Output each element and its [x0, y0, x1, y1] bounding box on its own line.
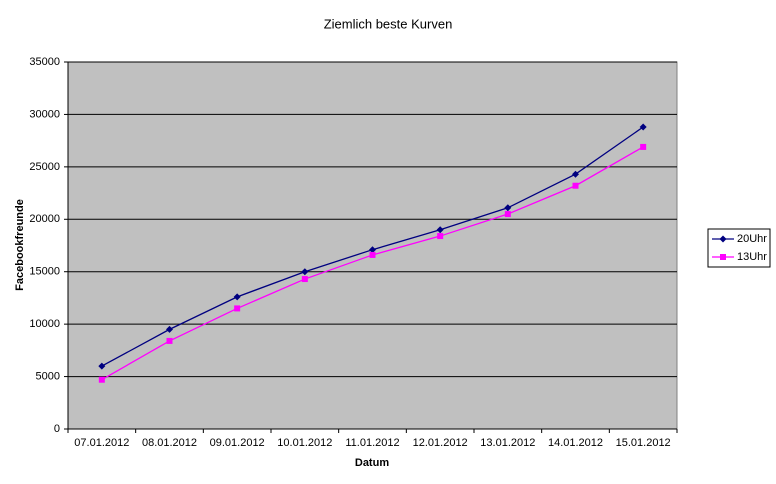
- x-tick-label: 07.01.2012: [74, 437, 129, 449]
- x-tick-label: 14.01.2012: [548, 437, 603, 449]
- data-point: [640, 143, 647, 150]
- data-point: [166, 325, 173, 333]
- x-tick-label: 08.01.2012: [142, 437, 197, 449]
- data-point: [572, 170, 579, 178]
- legend-marker: [719, 235, 727, 243]
- x-tick-label: 10.01.2012: [277, 437, 332, 449]
- legend-marker: [720, 254, 726, 260]
- y-tick-label: 5000: [36, 370, 60, 382]
- data-point: [572, 182, 579, 189]
- x-tick-label: 13.01.2012: [480, 437, 535, 449]
- chart-title: Ziemlich beste Kurven: [324, 16, 453, 31]
- x-tick-label: 12.01.2012: [413, 437, 468, 449]
- data-point: [166, 337, 173, 344]
- x-axis-label: Datum: [355, 457, 389, 469]
- data-point: [436, 226, 444, 234]
- data-point: [98, 376, 105, 383]
- data-point: [233, 293, 241, 301]
- data-point: [234, 305, 241, 312]
- y-tick-label: 30000: [29, 108, 60, 120]
- data-point: [369, 246, 376, 254]
- y-tick-label: 0: [54, 423, 60, 435]
- plot-area: [67, 61, 678, 430]
- data-point: [504, 211, 511, 218]
- data-point: [301, 268, 309, 276]
- y-tick-label: 35000: [29, 56, 60, 68]
- y-tick-label: 15000: [29, 266, 60, 278]
- data-point: [504, 204, 512, 212]
- legend-box: [707, 228, 771, 268]
- y-tick-label: 25000: [29, 161, 60, 173]
- y-tick-label: 20000: [29, 213, 60, 225]
- data-point: [98, 362, 106, 370]
- y-axis-label: Facebookfreunde: [14, 199, 26, 291]
- data-point: [301, 276, 308, 283]
- x-tick-label: 15.01.2012: [616, 437, 671, 449]
- data-point: [639, 123, 647, 131]
- x-tick-label: 09.01.2012: [210, 437, 265, 449]
- x-tick-label: 11.01.2012: [345, 437, 399, 449]
- data-point: [437, 233, 444, 240]
- legend-label: 13Uhr: [737, 251, 767, 263]
- legend-label: 20Uhr: [737, 233, 767, 245]
- data-point: [369, 251, 376, 258]
- y-tick-label: 10000: [29, 318, 60, 330]
